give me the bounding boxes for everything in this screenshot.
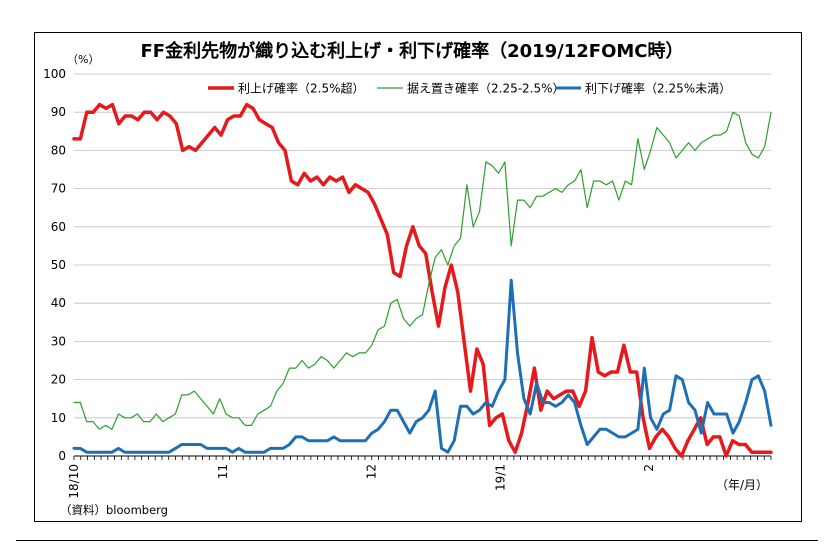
y-tick-label: 40 (51, 296, 66, 310)
bottom-rule (16, 540, 818, 541)
x-tick-label: 18/10 (67, 464, 81, 499)
chart-frame (34, 32, 802, 522)
x-tick-label: 19/1 (493, 464, 507, 491)
y-axis-ticks: 0 10 20 30 40 50 60 70 80 90 100 (43, 67, 66, 463)
y-tick-label: 90 (51, 105, 66, 119)
y-tick-label: 20 (51, 373, 66, 387)
y-tick-label: 10 (51, 411, 66, 425)
legend-label-1: 利上げ確率（2.5%超） (238, 81, 365, 96)
x-axis-ticks: 18/10 11 12 19/1 2 (67, 456, 772, 499)
series-line-3 (72, 278, 773, 454)
y-tick-label: 80 (51, 143, 66, 157)
x-tick-label: 12 (365, 464, 379, 479)
series-lines (72, 102, 773, 458)
y-tick-label: 50 (51, 258, 66, 272)
x-tick-label: 2 (642, 464, 656, 472)
chart-title: FF金利先物が織り込む利上げ・利下げ確率（2019/12FOMC時） (140, 40, 683, 62)
y-tick-label: 0 (58, 449, 66, 463)
legend-label-3: 利下げ確率（2.25%未満） (585, 81, 731, 96)
y-tick-label: 70 (51, 182, 66, 196)
y-tick-label: 60 (51, 220, 66, 234)
y-axis-unit: （%） (67, 53, 99, 66)
grid-lines (74, 73, 771, 457)
x-tick-label: 11 (216, 464, 230, 479)
source-note: （資料）bloomberg (60, 503, 168, 517)
legend-label-2: 据え置き確率（2.25-2.5%） (407, 81, 565, 96)
series-line-2 (73, 111, 772, 430)
series-line-1 (72, 102, 773, 458)
legend: 利上げ確率（2.5%超） 据え置き確率（2.25-2.5%） 利下げ確率（2.25%… (208, 81, 731, 96)
x-axis-unit: （年/月） (716, 478, 768, 492)
y-tick-label: 100 (43, 67, 66, 81)
y-tick-label: 30 (51, 334, 66, 348)
